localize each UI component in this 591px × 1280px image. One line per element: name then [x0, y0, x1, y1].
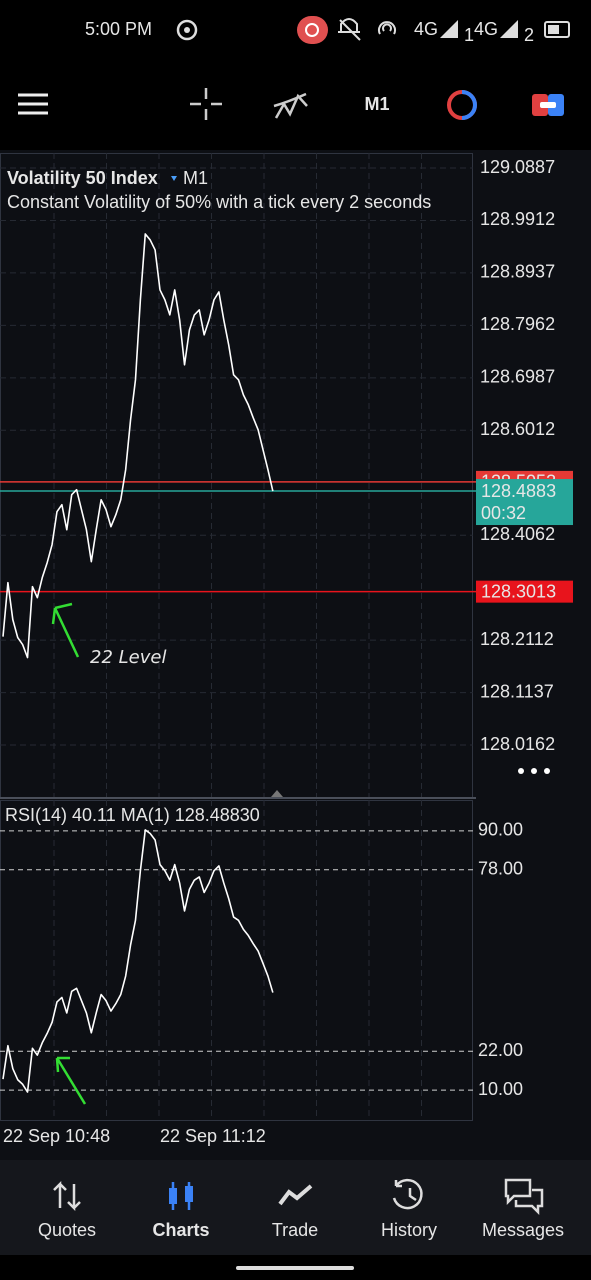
chart-layer: 129.0887 128.9912 128.8937 128.7962 128.6987…: [0, 153, 573, 1146]
y-tick-label: 128.0162: [480, 734, 555, 754]
charts-icon[interactable]: [185, 1186, 193, 1202]
nav-item[interactable]: Charts: [152, 1220, 209, 1240]
y-tick-label: 128.6987: [480, 367, 555, 387]
battery-level: [548, 25, 559, 34]
status-time: 5:00 PM: [85, 19, 152, 39]
y-tick-label: 128.8937: [480, 262, 555, 282]
quotes-icon[interactable]: [53, 1180, 81, 1212]
nav-item[interactable]: Messages: [482, 1220, 564, 1240]
y-tick-label: 128.9912: [480, 209, 555, 229]
record-icon: [305, 23, 319, 37]
menu-button[interactable]: [18, 93, 48, 115]
hotspot-icon: [378, 21, 396, 35]
home-indicator[interactable]: [236, 1266, 354, 1270]
status-icon: [176, 19, 198, 41]
more-button[interactable]: [518, 768, 550, 774]
price-label-box: [476, 580, 573, 603]
y-tick-label: 128.7962: [480, 314, 555, 334]
y-tick-label: 128.2112: [480, 629, 554, 649]
network-label: 4G: [474, 19, 498, 39]
symbol-title[interactable]: Volatility 50 Index: [7, 168, 158, 188]
history-icon[interactable]: [392, 1178, 423, 1210]
annotation: 22 Level: [90, 647, 166, 668]
trade-icon: [540, 102, 556, 108]
signal-icon: [440, 20, 458, 38]
nav-item[interactable]: Trade: [272, 1220, 318, 1240]
record-icon: [297, 16, 328, 44]
price-label: 128.3013: [481, 581, 556, 601]
clock-ring: [461, 90, 477, 120]
y-tick-label: 78.00: [478, 859, 523, 879]
nav-item[interactable]: History: [381, 1220, 437, 1240]
sim-label: 2: [524, 25, 534, 45]
nav-items: Quotes Charts Trade History Messages: [38, 1220, 564, 1240]
chart-subtitle: Constant Volatility of 50% with a tick e…: [7, 192, 431, 212]
current-price-box: [476, 479, 573, 526]
charts-icon[interactable]: [169, 1188, 177, 1204]
crosshair-button[interactable]: [190, 88, 222, 120]
y-tick-label: 10.00: [478, 1079, 523, 1099]
y-tick-label: 22.00: [478, 1040, 523, 1060]
y-tick-label: 128.6012: [480, 419, 555, 439]
nav-item[interactable]: Quotes: [38, 1220, 96, 1240]
y-tick-label: 129.0887: [480, 157, 555, 177]
network-label: 4G: [414, 19, 438, 39]
current-price-label: 128.4883: [481, 481, 556, 501]
annotation-arrow: [51, 602, 80, 658]
sim-label: 1: [464, 25, 474, 45]
x-tick-label: 22 Sep 10:48: [3, 1126, 110, 1146]
y-tick-label: 128.4062: [480, 524, 555, 544]
panel-handle[interactable]: [271, 790, 283, 797]
indicators-button[interactable]: [273, 92, 308, 119]
symbol-dropdown[interactable]: [171, 176, 177, 181]
clock-button[interactable]: [447, 90, 477, 120]
dot: [518, 768, 524, 774]
annotation-arrow: [55, 1056, 87, 1105]
status-icon: [184, 27, 190, 33]
indicator-label: RSI(14) 40.11 MA(1) 128.48830: [5, 805, 260, 825]
countdown-label: 00:32: [481, 503, 526, 523]
y-tick-label: 128.1137: [480, 681, 554, 701]
nav-bar: [0, 1160, 591, 1255]
price-line-series: [2, 233, 274, 659]
timeframe-button[interactable]: M1: [364, 94, 389, 114]
chart-background: [0, 150, 591, 1160]
trade-button[interactable]: [532, 94, 564, 116]
dot: [531, 768, 537, 774]
rsi-chart-frame: [0, 800, 473, 1121]
x-tick-label: 22 Sep 11:12: [160, 1126, 266, 1146]
signal-icon: [500, 20, 518, 38]
trade-nav-icon[interactable]: [278, 1184, 313, 1206]
y-tick-label: 90.00: [478, 820, 523, 840]
price-line-series: [2, 829, 274, 1093]
chart-timeframe: M1: [183, 168, 208, 188]
battery-icon: [544, 21, 570, 38]
mute-icon: [338, 18, 361, 41]
dot: [544, 768, 550, 774]
messages-icon[interactable]: [504, 1178, 544, 1216]
